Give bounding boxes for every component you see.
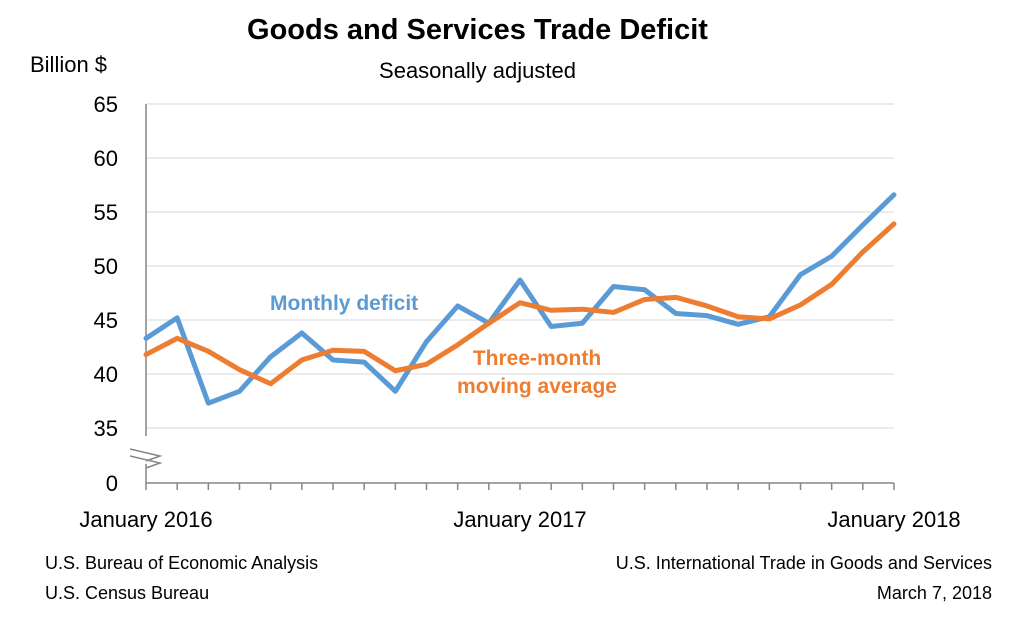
- y-axis-label: Billion $: [30, 52, 108, 77]
- series-line-monthly-deficit: [143, 192, 897, 406]
- y-tick-label: 55: [94, 200, 118, 225]
- chart-subtitle: Seasonally adjusted: [379, 58, 576, 83]
- y-tick-label: 60: [94, 146, 118, 171]
- x-tick-label: January 2016: [79, 507, 212, 532]
- y-tick-label: 35: [94, 416, 118, 441]
- y-tick-label: 45: [94, 308, 118, 333]
- y-tick-label: 0: [106, 471, 118, 496]
- x-tick-label: January 2017: [453, 507, 586, 532]
- axis-break-icon: [129, 448, 163, 462]
- release-date: March 7, 2018: [876, 583, 992, 603]
- report-name: U.S. International Trade in Goods and Se…: [615, 553, 992, 573]
- series-label-average-line2: moving average: [457, 375, 617, 398]
- x-tick-label: January 2018: [827, 507, 960, 532]
- axis-break-icon: [129, 455, 163, 469]
- series-label-average-line1: Three-month: [473, 347, 601, 370]
- y-tick-label: 40: [94, 362, 118, 387]
- y-tick-label: 65: [94, 92, 118, 117]
- series-label-monthly: Monthly deficit: [270, 292, 418, 315]
- chart-title: Goods and Services Trade Deficit: [247, 14, 708, 46]
- source-bea: U.S. Bureau of Economic Analysis: [45, 553, 319, 573]
- y-tick-label: 50: [94, 254, 118, 279]
- source-census: U.S. Census Bureau: [45, 583, 210, 603]
